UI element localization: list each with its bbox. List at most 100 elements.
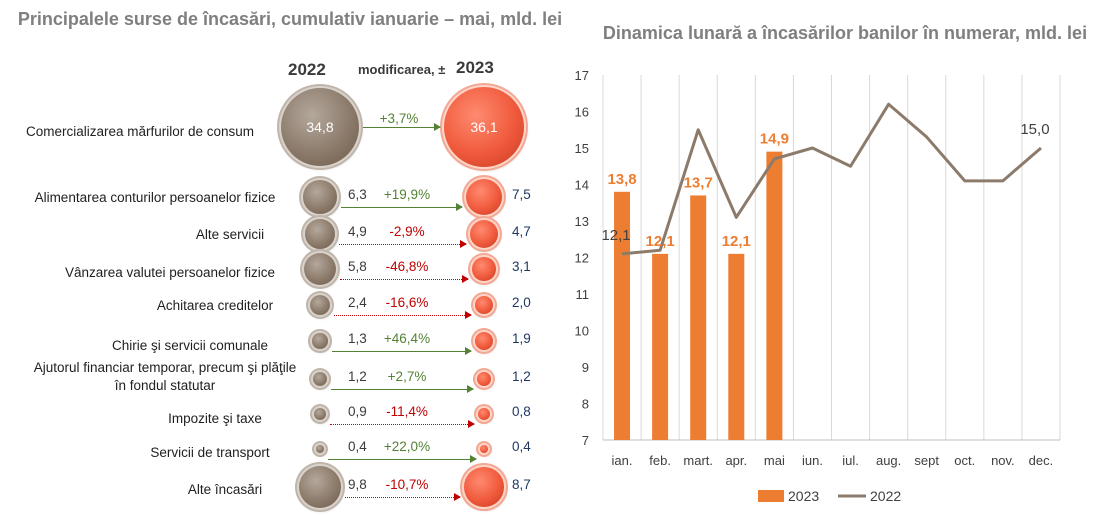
chart-title: Dinamica lunară a încasărilor banilor în… <box>602 23 1088 43</box>
x-tick-label: mai <box>764 453 785 468</box>
bubble-2022 <box>315 444 325 454</box>
bar-2023 <box>728 253 745 440</box>
legend-label-2023: 2023 <box>788 488 819 504</box>
value-2022: 0,4 <box>348 439 367 454</box>
bar-2023 <box>652 253 669 440</box>
value-2023: 8,7 <box>512 477 531 492</box>
value-2023: 1,9 <box>512 331 531 346</box>
row-label: Comercializarea mărfurilor de consum <box>25 124 255 139</box>
bubble-2022 <box>305 219 335 249</box>
bubble-2022 <box>299 466 341 508</box>
bubble-2023 <box>474 331 494 351</box>
value-2022: 2,4 <box>348 295 367 310</box>
bubble-2022 <box>303 252 337 286</box>
monthly-chart: 7 8 9 10 11 12 13 14 15 16 17 ian. feb. mart. apr. mai i… <box>575 68 1061 504</box>
change-value: -16,6% <box>385 295 429 310</box>
header-2023: 2023 <box>456 58 494 77</box>
change-value: +22,0% <box>383 439 431 454</box>
row-label: Vânzarea valutei persoanelor fizice <box>64 265 276 280</box>
bubble-2023 <box>478 408 490 420</box>
change-arrow <box>331 347 473 355</box>
x-tick-label: mart. <box>683 453 713 468</box>
y-tick-label: 9 <box>582 360 589 375</box>
change-arrow <box>331 385 475 393</box>
bubble-2023 <box>474 295 494 315</box>
value-2022: 0,9 <box>348 404 367 419</box>
left-panel-title: Principalele surse de încasări, cumulati… <box>17 9 563 29</box>
y-tick-label: 14 <box>575 178 589 193</box>
x-tick-label: nov. <box>991 453 1015 468</box>
row-label: Impozite şi taxe <box>168 411 262 426</box>
legend-swatch-2023 <box>758 490 784 502</box>
value-2023: 7,5 <box>512 187 531 202</box>
row-label: Alte servicii <box>195 227 265 242</box>
y-tick-label: 15 <box>575 141 589 156</box>
bar-data-label: 13,7 <box>684 174 713 191</box>
y-tick-label: 17 <box>575 68 589 83</box>
change-value: -10,7% <box>385 477 429 492</box>
change-value: +19,9% <box>383 187 431 202</box>
change-arrow <box>340 203 463 211</box>
bubble-2023 <box>479 444 489 454</box>
y-tick-label: 13 <box>575 214 589 229</box>
value-2023: 2,0 <box>512 295 531 310</box>
bar-data-label: 12,1 <box>646 233 675 250</box>
change-value: +3,7% <box>379 111 419 126</box>
bubble-2022 <box>312 371 328 387</box>
bubble-2022 <box>313 407 327 421</box>
value-2022: 1,2 <box>348 369 367 384</box>
value-2023: 0,4 <box>512 439 531 454</box>
value-2022: 4,9 <box>348 224 367 239</box>
value-2022: 9,8 <box>348 477 367 492</box>
row-label: Achitarea creditelor <box>156 298 274 313</box>
legend-label-2022: 2022 <box>870 488 901 504</box>
change-arrow <box>330 420 475 428</box>
x-tick-label: sept <box>914 453 939 468</box>
change-arrow <box>328 455 477 463</box>
bubble-2022 <box>303 180 337 214</box>
bubble-2022 <box>309 294 331 316</box>
value-2022: 34,8 <box>306 119 334 135</box>
bar-data-label: 12,1 <box>722 233 751 250</box>
change-value: +46,4% <box>383 331 431 346</box>
bar-2023 <box>690 195 707 440</box>
bubble-2023 <box>465 178 503 216</box>
row-label: Alimentarea conturilor persoanelor fizic… <box>34 190 276 205</box>
change-arrow <box>340 275 470 283</box>
change-arrow <box>344 493 461 501</box>
bar-2023 <box>766 151 783 440</box>
x-tick-label: apr. <box>725 453 747 468</box>
header-2022: 2022 <box>288 60 326 79</box>
row-label: Ajutorul financiar temporar, precum şi p… <box>33 360 297 393</box>
bubble-2023 <box>469 219 499 249</box>
value-2023: 1,2 <box>512 369 531 384</box>
x-tick-label: ian. <box>612 453 633 468</box>
value-2023: 36,1 <box>470 119 498 135</box>
change-arrow <box>338 240 467 248</box>
row-label: Servicii de transport <box>150 445 270 460</box>
change-value: -46,8% <box>385 259 429 274</box>
value-2023: 0,8 <box>512 404 531 419</box>
value-2022: 6,3 <box>348 187 367 202</box>
change-value: +2,7% <box>387 369 427 384</box>
y-tick-label: 11 <box>576 287 590 302</box>
line-data-label: 15,0 <box>1020 121 1049 138</box>
bubble-2023 <box>472 257 496 281</box>
change-arrow <box>363 123 441 131</box>
bubble-2023 <box>444 87 524 167</box>
value-2022: 5,8 <box>348 259 367 274</box>
x-tick-label: feb. <box>649 453 671 468</box>
value-2022: 1,3 <box>348 331 367 346</box>
bubble-2022 <box>280 87 360 167</box>
row-label: Chirie şi servicii comunale <box>111 338 269 353</box>
bubble-2022 <box>312 333 328 349</box>
bar-data-label: 14,9 <box>760 131 789 148</box>
row-label: Alte încasări <box>187 482 263 497</box>
x-tick-label: dec. <box>1029 453 1054 468</box>
x-tick-label: oct. <box>954 453 975 468</box>
change-value: -11,4% <box>386 404 428 419</box>
y-tick-label: 8 <box>582 397 589 412</box>
bar-data-label: 13,8 <box>607 171 636 188</box>
y-tick-label: 16 <box>575 105 589 120</box>
bubble-2023 <box>464 467 504 507</box>
